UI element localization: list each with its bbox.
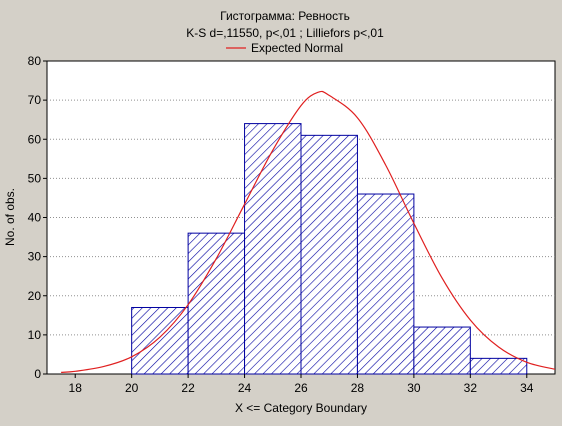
chart-subtitle: K-S d=,11550, p<,01 ; Lilliefors p<,01 — [186, 26, 384, 40]
histogram-bar — [356, 193, 415, 375]
y-axis-ticks: 0 10 20 30 40 50 60 70 80 — [28, 54, 47, 381]
histogram-bar — [300, 134, 358, 375]
x-axis-ticks: 18 20 22 24 26 28 30 32 34 — [69, 374, 534, 395]
x-tick-label: 24 — [238, 381, 252, 395]
histogram-bars — [131, 123, 528, 375]
x-tick-label: 18 — [69, 381, 83, 395]
y-tick-label: 10 — [28, 328, 42, 342]
y-tick-label: 80 — [28, 54, 42, 68]
histogram-bar — [131, 306, 189, 375]
histogram-bar — [187, 232, 246, 375]
expected-normal-curve — [61, 90, 555, 373]
histogram-bar — [413, 326, 471, 375]
y-tick-label: 50 — [28, 171, 42, 185]
x-axis-label: X <= Category Boundary — [235, 401, 367, 415]
histogram-bar — [244, 123, 302, 375]
legend-label-expected-normal: Expected Normal — [251, 41, 343, 55]
y-tick-label: 70 — [28, 93, 42, 107]
chart-title: Гистограмма: Ревность — [220, 9, 350, 23]
y-tick-label: 20 — [28, 289, 42, 303]
expected-normal-line — [61, 90, 555, 373]
legend: Expected Normal — [226, 41, 343, 55]
x-tick-label: 20 — [125, 381, 139, 395]
x-tick-label: 32 — [464, 381, 478, 395]
y-tick-label: 0 — [34, 367, 41, 381]
x-tick-label: 26 — [294, 381, 308, 395]
x-tick-label: 28 — [351, 381, 365, 395]
y-axis-label: No. of obs. — [3, 188, 17, 246]
x-tick-label: 30 — [407, 381, 421, 395]
y-tick-label: 30 — [28, 250, 42, 264]
y-tick-label: 60 — [28, 132, 42, 146]
x-tick-label: 22 — [181, 381, 195, 395]
x-tick-label: 34 — [520, 381, 534, 395]
histogram-bar — [469, 357, 528, 375]
y-tick-label: 40 — [28, 211, 42, 225]
